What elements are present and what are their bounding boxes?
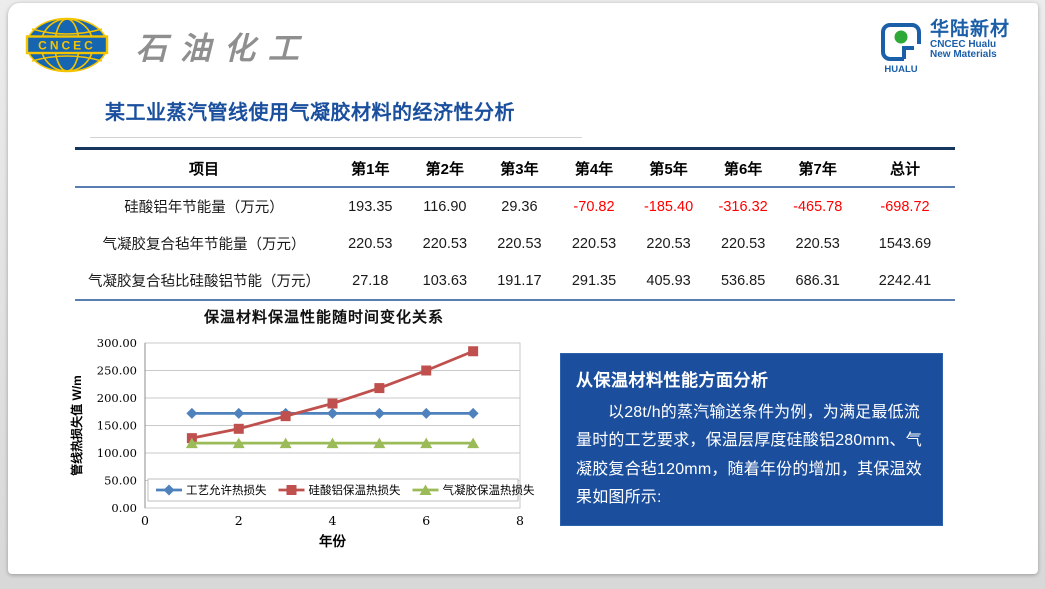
- hualu-name-en1: CNCEC Hualu: [929, 38, 997, 50]
- value-cell: -465.78: [793, 198, 843, 215]
- svg-text:50.00: 50.00: [104, 474, 137, 488]
- value-cell: -316.32: [718, 198, 768, 215]
- value-cell: -70.82: [573, 198, 615, 215]
- svg-text:300.00: 300.00: [97, 336, 137, 350]
- value-cell: 29.36: [501, 198, 538, 215]
- value-cell: 291.35: [571, 272, 617, 289]
- value-cell: 220.53: [795, 235, 840, 252]
- table-header-row: 项目 第1年 第2年 第3年 第4年 第5年 第6年 第7年 总计: [75, 150, 955, 188]
- value-cell: 103.63: [422, 272, 468, 289]
- value-cell: 1543.69: [878, 235, 932, 252]
- table-row: 气凝胶复合毡比硅酸铝节能（万元） 27.18 103.63 191.17 291.35 4…: [75, 262, 955, 299]
- analysis-box: 从保温材料性能方面分析 以28t/h的蒸汽输送条件为例，为满足最低流量时的工艺要…: [560, 353, 943, 526]
- hualu-logo: HUALU 华陆新材 CNCEC Hualu New Materials: [878, 20, 1010, 74]
- table-header-cell: 第7年: [798, 160, 837, 178]
- hualu-name-cn: 华陆新材: [929, 19, 1010, 40]
- analysis-body: 以28t/h的蒸汽输送条件为例，为满足最低流量时的工艺要求，保温层厚度硅酸铝28…: [576, 404, 922, 507]
- table-header-cell: 总计: [889, 160, 920, 178]
- value-cell: 220.53: [720, 235, 766, 252]
- svg-text:硅酸铝保温热损失: 硅酸铝保温热损失: [309, 483, 401, 497]
- svg-text:200.00: 200.00: [97, 391, 137, 405]
- table-row: 气凝胶复合毡年节能量（万元） 220.53 220.53 220.53 220.53 22…: [75, 225, 955, 262]
- value-cell: 191.17: [497, 272, 542, 289]
- table-header-cell: 项目: [188, 160, 219, 178]
- table-header-cell: 第6年: [723, 160, 763, 178]
- value-cell: 193.35: [348, 198, 393, 215]
- chart-title: 保温材料保温性能随时间变化关系: [203, 310, 444, 326]
- title-divider: [90, 137, 582, 138]
- table-header-cell: 第3年: [500, 160, 539, 178]
- value-cell: 220.53: [422, 235, 468, 252]
- row-label: 硅酸铝年节能量（万元）: [124, 200, 284, 216]
- hualu-wordmark: 华陆新材 CNCEC Hualu New Materials: [930, 20, 1010, 61]
- row-label: 气凝胶复合毡比硅酸铝节能（万元）: [88, 274, 320, 290]
- hualu-name-en2: New Materials: [929, 49, 997, 61]
- value-cell: -185.40: [643, 198, 694, 215]
- row-label: 气凝胶复合毡年节能量（万元）: [102, 237, 306, 253]
- table-header-cell: 第5年: [649, 160, 688, 178]
- svg-text:0: 0: [141, 513, 149, 528]
- presentation-slide: CNCEC 石油化工 HUALU 华陆新材 CNCEC Hualu New Ma…: [8, 3, 1038, 574]
- page-title: 某工业蒸汽管线使用气凝胶材料的经济性分析: [105, 102, 515, 124]
- value-cell: 220.53: [571, 235, 617, 252]
- svg-text:4: 4: [329, 513, 337, 528]
- value-cell: 405.93: [646, 272, 691, 289]
- svg-text:2: 2: [235, 513, 243, 528]
- svg-text:年份: 年份: [319, 533, 346, 550]
- svg-text:100.00: 100.00: [97, 446, 137, 460]
- value-cell: 220.53: [646, 235, 691, 252]
- svg-text:6: 6: [422, 513, 430, 528]
- chart-canvas: 0.00 50.00 100.00 150.00 200.00 250.00 300.00 0…: [69, 336, 535, 550]
- cncec-globe-logo-icon: CNCEC: [25, 17, 109, 73]
- table-header-cell: 第1年: [351, 160, 390, 178]
- analysis-heading: 从保温材料性能方面分析: [576, 371, 769, 390]
- svg-text:气凝胶保温热损失: 气凝胶保温热损失: [443, 483, 535, 497]
- value-cell: 536.85: [720, 272, 766, 289]
- line-chart: 0.00 50.00 100.00 150.00 200.00 250.00 300.00 0…: [60, 333, 560, 563]
- table-header-cell: 第4年: [574, 160, 614, 178]
- value-cell: 220.53: [348, 235, 393, 252]
- svg-text:150.00: 150.00: [97, 419, 137, 433]
- svg-text:250.00: 250.00: [97, 364, 137, 378]
- chart-block: 保温材料保温性能随时间变化关系 0.00 50.00 100.00 150.00 200…: [60, 306, 560, 563]
- svg-text:8: 8: [516, 513, 524, 528]
- svg-text:0.00: 0.00: [111, 501, 137, 515]
- svg-text:HUALU: HUALU: [884, 64, 917, 74]
- brand-text: 石油化工: [136, 31, 312, 66]
- svg-text:工艺允许热损失: 工艺允许热损失: [186, 483, 267, 497]
- economics-table: 项目 第1年 第2年 第3年 第4年 第5年 第6年 第7年 总计 硅酸铝年节能量（万元） 193…: [75, 147, 955, 301]
- value-cell: 686.31: [795, 272, 840, 289]
- svg-text:CNCEC: CNCEC: [38, 39, 96, 53]
- table-row: 硅酸铝年节能量（万元） 193.35 116.90 29.36 -70.82 -185.4…: [75, 188, 955, 225]
- table-body: 硅酸铝年节能量（万元） 193.35 116.90 29.36 -70.82 -185.4…: [75, 188, 955, 299]
- value-cell: 27.18: [352, 272, 389, 289]
- value-cell: -698.72: [880, 198, 930, 215]
- value-cell: 116.90: [423, 198, 467, 215]
- table-header-cell: 第2年: [425, 160, 465, 178]
- svg-text:管线热损失值 W/m: 管线热损失值 W/m: [69, 375, 84, 476]
- value-cell: 220.53: [497, 235, 542, 252]
- hualu-mark-icon: HUALU: [880, 23, 921, 74]
- value-cell: 2242.41: [878, 272, 932, 289]
